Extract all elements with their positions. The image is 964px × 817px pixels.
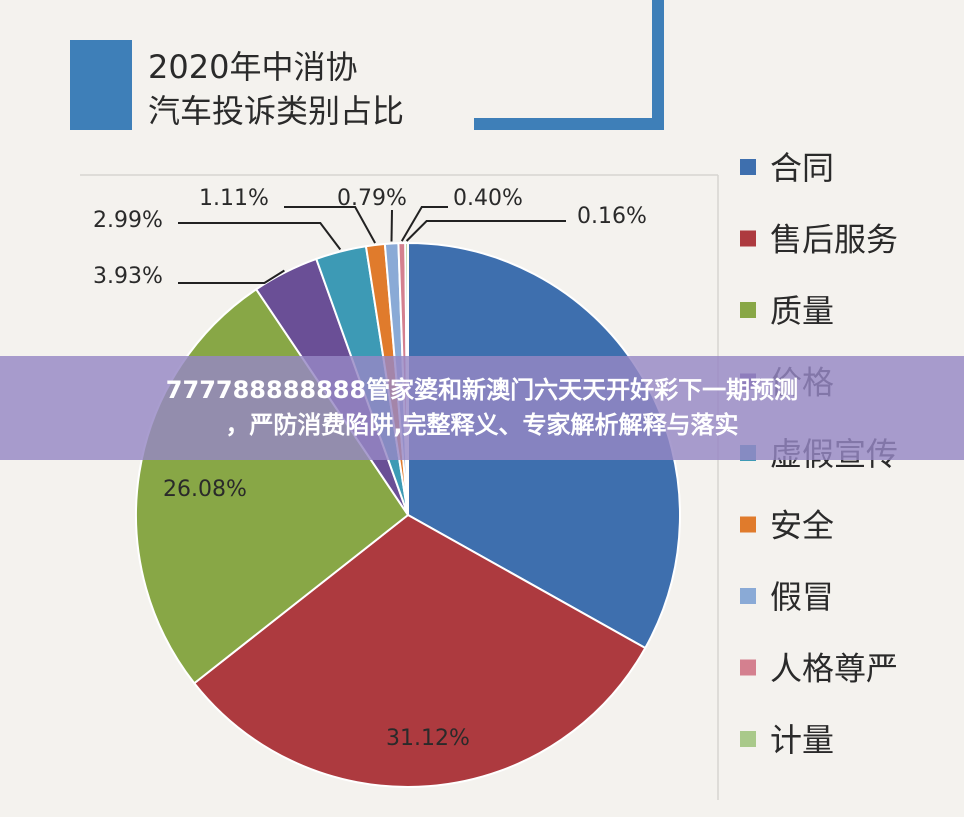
banner-line-2: ，严防消费陷阱,完整释义、专家解析解释与落实: [225, 411, 739, 439]
data-label-虚假宣传: 2.99%: [93, 208, 163, 233]
leader-line-假冒: [390, 209, 393, 242]
banner-line-1: 777788888888管家婆和新澳门六天天开好彩下一期预测: [165, 376, 799, 405]
legend-label-售后服务: 售后服务: [770, 221, 898, 259]
data-label-人格尊严: 0.40%: [453, 186, 523, 211]
chart-title-line-1: 2020年中消协: [148, 48, 357, 86]
leader-line-人格尊严: [400, 206, 448, 242]
legend-label-人格尊严: 人格尊严: [770, 650, 898, 688]
title-accent-stem: [652, 0, 664, 130]
data-label-售后服务: 31.12%: [386, 726, 470, 751]
legend-swatch-假冒: [740, 588, 756, 604]
title-accent-bar: [474, 118, 664, 130]
legend-swatch-计量: [740, 731, 756, 747]
leader-line-安全: [284, 206, 376, 244]
legend-swatch-安全: [740, 516, 756, 533]
data-label-价格: 3.93%: [93, 264, 163, 289]
leader-line-虚假宣传: [178, 222, 342, 251]
data-label-安全: 1.11%: [199, 186, 269, 211]
legend-swatch-售后服务: [740, 230, 756, 247]
data-label-假冒: 0.79%: [337, 186, 407, 211]
legend-swatch-合同: [740, 159, 756, 175]
data-label-计量: 0.16%: [577, 204, 647, 229]
legend-swatch-质量: [740, 302, 756, 318]
legend-label-假冒: 假冒: [770, 578, 834, 616]
legend-label-合同: 合同: [770, 149, 834, 187]
chart-title-line-2: 汽车投诉类别占比: [148, 92, 404, 130]
legend-label-质量: 质量: [770, 292, 834, 330]
pie-slice-售后服务: [192, 513, 647, 788]
leader-line-计量: [405, 220, 566, 242]
leader-line-价格: [178, 269, 285, 284]
legend-swatch-人格尊严: [740, 659, 756, 676]
legend-label-计量: 计量: [770, 721, 834, 759]
data-label-质量: 26.08%: [163, 477, 247, 502]
legend-label-安全: 安全: [770, 507, 834, 545]
overlay-banner: 777788888888管家婆和新澳门六天天开好彩下一期预测 ，严防消费陷阱,完…: [0, 356, 964, 460]
title-accent-block: [70, 40, 132, 130]
